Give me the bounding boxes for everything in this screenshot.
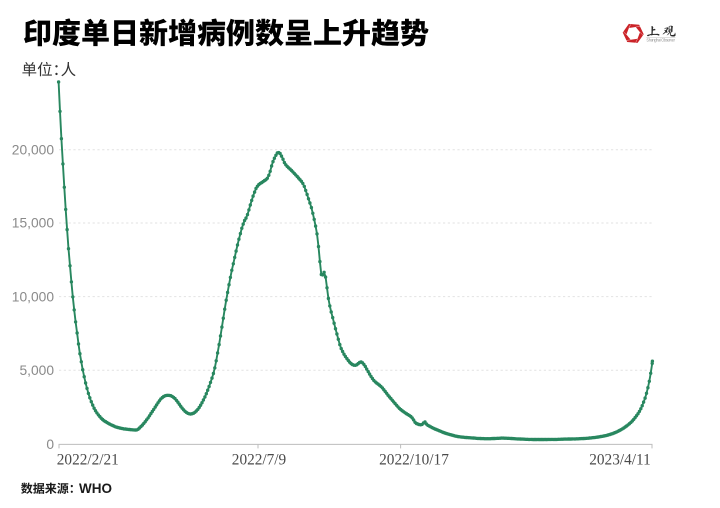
svg-text:10,000: 10,000 (12, 289, 55, 304)
svg-text:2022/2/21: 2022/2/21 (57, 452, 119, 469)
svg-text:WHO: WHO (79, 481, 112, 496)
svg-text:Shanghai Observer: Shanghai Observer (646, 38, 675, 43)
svg-text:2022/7/9: 2022/7/9 (232, 452, 287, 469)
svg-text:2022/10/17: 2022/10/17 (379, 452, 449, 469)
svg-text:20,000: 20,000 (12, 143, 55, 158)
svg-text:0: 0 (46, 437, 54, 452)
svg-text:2023/4/11: 2023/4/11 (589, 452, 650, 469)
svg-text:5,000: 5,000 (19, 363, 54, 378)
svg-text:15,000: 15,000 (12, 216, 55, 231)
